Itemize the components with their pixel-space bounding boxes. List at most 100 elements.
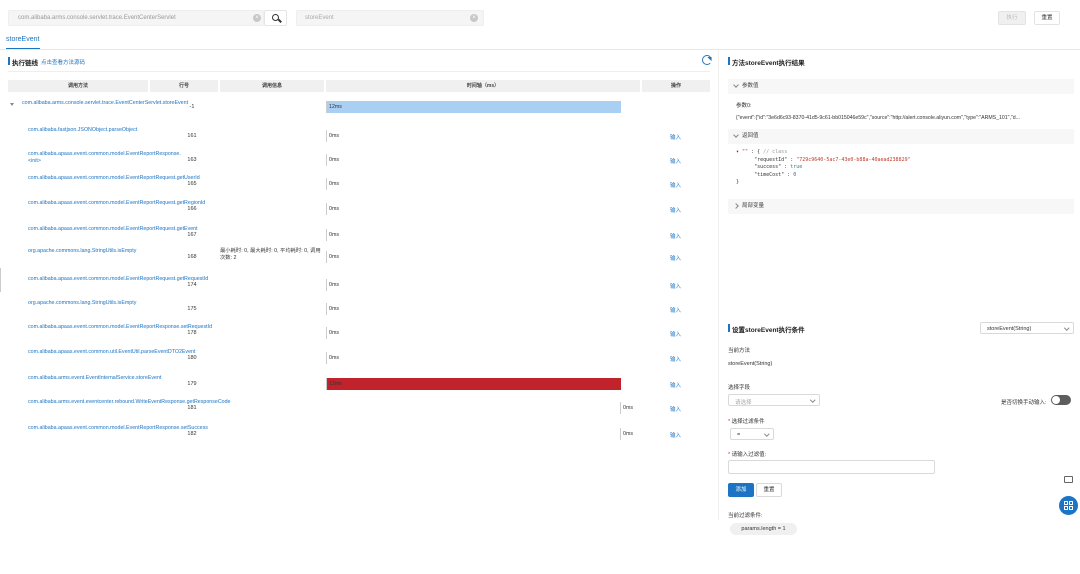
input-link[interactable]: 输入	[670, 357, 682, 363]
chevron-down-icon	[763, 430, 769, 436]
current-method-value: storeEvent(String)	[728, 361, 773, 367]
time-label: 0ms	[329, 282, 340, 288]
refresh-icon[interactable]	[702, 55, 712, 65]
line-number: 166	[187, 206, 197, 212]
manual-input-toggle[interactable]	[1051, 395, 1071, 405]
params-accordion[interactable]: 参数值	[728, 79, 1074, 94]
input-link[interactable]: 输入	[670, 208, 682, 214]
method-link[interactable]: com.alibaba.arms.console.servlet.trace.E…	[22, 100, 189, 106]
condition-reset-button[interactable]: 重置	[756, 483, 782, 497]
method-link[interactable]: com.alibaba.apaas.event.common.model.Eve…	[28, 425, 208, 431]
method-link[interactable]: com.alibaba.apaas.event.common.model.Eve…	[28, 276, 209, 282]
chevron-down-icon	[733, 132, 739, 138]
result-title: 方法storeEvent执行结果	[732, 60, 805, 67]
timeline-bar: 0ms	[326, 251, 620, 263]
input-link[interactable]: 输入	[670, 183, 682, 189]
method-name-input[interactable]: storeEvent	[296, 10, 484, 26]
clear-method-icon[interactable]: ×	[470, 14, 478, 22]
filter-operator-select[interactable]: =	[730, 428, 774, 440]
input-link[interactable]: 输入	[670, 135, 682, 141]
params-value: {"event":{"id":"3e6d6c93-8370-41d5-9c61-…	[736, 115, 1020, 121]
line-number: 181	[187, 405, 197, 411]
line-number: 174	[187, 282, 197, 288]
line-number: 175	[187, 306, 197, 312]
search-button[interactable]	[264, 10, 287, 26]
col-operation: 操作	[642, 80, 710, 92]
method-link[interactable]: com.alibaba.fastjson.JSONObject.parseObj…	[28, 127, 138, 133]
timeline-bar: 0ms	[326, 229, 620, 241]
filter-value-input[interactable]	[728, 460, 935, 474]
duration-bar	[327, 101, 621, 113]
feedback-button[interactable]	[1062, 474, 1076, 488]
filter-label: * 选择过滤条件	[728, 419, 765, 425]
params-label: 参数0:	[736, 103, 752, 109]
time-label: 0ms	[329, 254, 340, 260]
time-label: 0ms	[329, 355, 340, 361]
grid-icon	[1064, 501, 1068, 505]
input-link[interactable]: 输入	[670, 383, 682, 389]
apps-button[interactable]	[1059, 496, 1078, 515]
line-number: -1	[189, 104, 195, 110]
method-link[interactable]: com.alibaba.apaas.event.common.model.Eve…	[28, 151, 181, 165]
input-link[interactable]: 输入	[670, 407, 682, 413]
input-link[interactable]: 输入	[670, 433, 682, 439]
method-link[interactable]: org.apache.commons.lang.StringUtils.isEm…	[28, 300, 137, 306]
local-vars-header: 局部变量	[742, 203, 765, 209]
method-link[interactable]: org.apache.commons.lang.StringUtils.isEm…	[28, 248, 137, 254]
return-header: 返回值	[742, 133, 759, 139]
method-link[interactable]: com.alibaba.apaas.event.common.model.Eve…	[28, 175, 200, 181]
timeline-bar: 0ms	[326, 130, 620, 142]
tab-storeevent[interactable]: storeEvent	[6, 36, 40, 43]
condition-title: 设置storeEvent执行条件	[732, 327, 805, 334]
top-bar: com.alibaba.arms.console.servlet.trace.E…	[0, 0, 1080, 36]
return-accordion[interactable]: 返回值	[728, 129, 1074, 144]
method-link[interactable]: com.alibaba.apaas.event.common.util.Even…	[28, 349, 196, 355]
time-label: 0ms	[329, 330, 340, 336]
chevron-down-icon	[809, 396, 815, 402]
reset-button[interactable]: 重置	[1034, 11, 1060, 25]
run-button[interactable]: 执行	[998, 11, 1026, 25]
method-link[interactable]: com.alibaba.arms.event.eventcenter.rebou…	[28, 399, 231, 405]
method-link[interactable]: com.alibaba.apaas.event.common.model.Eve…	[28, 200, 206, 206]
local-vars-accordion[interactable]: 局部变量	[728, 199, 1074, 214]
clear-class-icon[interactable]: ×	[253, 14, 261, 22]
current-filter-chip[interactable]: params.length = 1	[730, 523, 797, 535]
timeline-bar: 0ms	[326, 154, 620, 166]
method-link[interactable]: com.alibaba.arms.event.EventInternalServ…	[28, 375, 162, 381]
panel-separator	[718, 50, 719, 520]
line-number: 161	[187, 133, 197, 139]
timeline-bar: 0ms	[620, 402, 640, 414]
add-button[interactable]: 添加	[728, 483, 754, 497]
chevron-right-icon	[733, 203, 739, 209]
field-select[interactable]: 请选择	[728, 394, 820, 406]
params-header: 参数值	[742, 83, 759, 89]
method-link[interactable]: com.alibaba.apaas.event.common.model.Eve…	[28, 324, 213, 330]
time-label: 0ms	[329, 306, 340, 312]
trace-divider	[8, 71, 710, 72]
manual-toggle-label: 是否切换手动输入:	[1001, 400, 1047, 406]
input-link[interactable]: 输入	[670, 234, 682, 240]
method-signature-select[interactable]: storeEvent(String)	[980, 322, 1074, 334]
panel-edge-marker	[0, 268, 1, 292]
field-label: 选择字段	[728, 385, 751, 391]
input-link[interactable]: 输入	[670, 159, 682, 165]
chat-icon	[1064, 476, 1073, 483]
timeline-bar: 0ms	[326, 203, 620, 215]
timeline-bar: 0ms	[326, 279, 620, 291]
trace-title: 执行链线	[12, 60, 38, 67]
time-label: 12ms	[329, 381, 342, 387]
input-link[interactable]: 输入	[670, 308, 682, 314]
search-icon	[272, 14, 279, 21]
view-source-link[interactable]: 点击查看方法源码	[41, 60, 86, 66]
col-info: 调用信息	[220, 80, 324, 92]
col-method: 调用方法	[8, 80, 148, 92]
caret-down-icon[interactable]	[10, 103, 14, 106]
input-link[interactable]: 输入	[670, 256, 682, 262]
line-number: 179	[187, 381, 197, 387]
time-label: 0ms	[329, 157, 340, 163]
section-marker	[728, 57, 730, 65]
method-link[interactable]: com.alibaba.apaas.event.common.model.Eve…	[28, 226, 198, 232]
input-link[interactable]: 输入	[670, 332, 682, 338]
class-name-input[interactable]: com.alibaba.arms.console.servlet.trace.E…	[8, 10, 264, 26]
input-link[interactable]: 输入	[670, 284, 682, 290]
